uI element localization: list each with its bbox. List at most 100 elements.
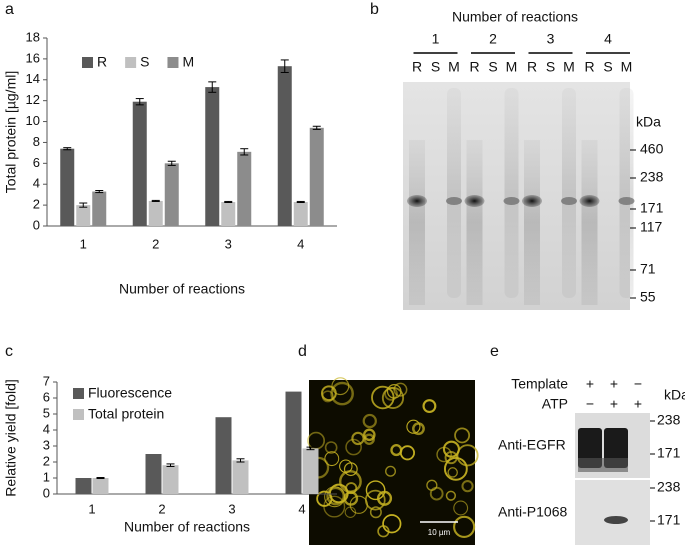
- lane-label: M: [506, 59, 518, 75]
- cell: [386, 383, 402, 399]
- panel-label: c: [5, 343, 13, 360]
- legend-label: Total protein: [88, 406, 164, 422]
- gel-band: [522, 195, 542, 207]
- panel-label: e: [490, 343, 499, 360]
- error-bar: [167, 160, 176, 166]
- cell: [363, 428, 376, 442]
- antibody-label: Anti-P1068: [498, 504, 567, 520]
- lane-smear: [504, 88, 519, 298]
- y-tick-label: 7: [43, 373, 50, 388]
- bar: [75, 478, 92, 494]
- cell: [344, 506, 357, 518]
- y-tick-label: 6: [33, 155, 40, 170]
- bar: [92, 478, 109, 494]
- group-label: 4: [604, 31, 612, 47]
- y-tick-label: 16: [26, 50, 40, 65]
- lane-label: R: [469, 59, 479, 75]
- marker-label: 460: [640, 141, 664, 157]
- condition-mark: +: [610, 396, 618, 412]
- x-tick-label: 2: [158, 501, 165, 516]
- cell: [442, 440, 460, 458]
- x-axis-title: Number of reactions: [119, 281, 245, 297]
- y-tick-label: 8: [33, 134, 40, 149]
- cell: [321, 390, 334, 403]
- gel-band: [618, 197, 635, 205]
- panel-label: d: [298, 343, 307, 360]
- lane-label: M: [563, 59, 575, 75]
- y-axis-title: Relative yield [fold]: [3, 379, 19, 497]
- cell: [429, 486, 444, 501]
- bar: [60, 148, 75, 226]
- panel-label: b: [370, 1, 379, 18]
- gel-band: [407, 195, 427, 207]
- lane-label: S: [488, 59, 497, 75]
- cell: [316, 490, 333, 507]
- bar: [221, 201, 236, 226]
- error-bar: [306, 446, 315, 451]
- condition-mark: +: [634, 396, 642, 412]
- bar: [215, 417, 232, 494]
- error-bar: [312, 125, 321, 130]
- bar: [132, 101, 147, 226]
- error-bar: [95, 189, 104, 194]
- legend-swatch: [73, 388, 84, 399]
- lane-label: S: [603, 59, 612, 75]
- gel-band: [464, 195, 485, 207]
- lane-label: M: [621, 59, 633, 75]
- cell: [385, 465, 397, 477]
- cell: [447, 467, 458, 478]
- bar: [309, 127, 324, 226]
- marker-label: 238: [657, 479, 681, 495]
- legend-swatch: [167, 57, 179, 68]
- marker-label: 71: [640, 261, 656, 277]
- marker-label: 238: [657, 412, 681, 428]
- error-bar: [236, 458, 245, 463]
- lane-label: R: [527, 59, 537, 75]
- cell: [324, 441, 338, 454]
- lane-smear: [409, 140, 425, 305]
- lane-smear: [447, 88, 461, 298]
- x-tick-label: 3: [228, 501, 235, 516]
- cell: [454, 427, 471, 444]
- bar: [205, 87, 220, 226]
- bar: [164, 163, 179, 226]
- legend-label: R: [97, 54, 107, 70]
- blot-image: [575, 413, 650, 545]
- bar: [162, 465, 179, 494]
- error-bar: [224, 200, 233, 203]
- marker-label: 171: [640, 200, 664, 216]
- lane-label: S: [431, 59, 440, 75]
- cell: [453, 515, 476, 538]
- x-tick-label: 4: [298, 501, 305, 516]
- marker-label: 171: [657, 445, 681, 461]
- legend-label: S: [140, 54, 149, 70]
- x-tick-label: 3: [225, 236, 232, 251]
- y-tick-label: 4: [43, 421, 50, 436]
- condition-mark: +: [586, 376, 594, 392]
- cell: [369, 506, 382, 519]
- cell: [324, 451, 340, 467]
- unit-label: kDa: [664, 387, 685, 403]
- x-tick-label: 1: [80, 236, 87, 251]
- bar: [277, 66, 292, 226]
- error-bar: [166, 463, 175, 467]
- legend-label: Fluorescence: [88, 385, 172, 401]
- condition-mark: −: [634, 376, 642, 392]
- x-tick-label: 1: [88, 501, 95, 516]
- cell: [443, 456, 468, 481]
- gel-title: Number of reactions: [452, 9, 578, 25]
- cell: [382, 514, 402, 534]
- group-label: 3: [547, 31, 555, 47]
- gel-band: [503, 197, 520, 205]
- legend-swatch: [125, 57, 137, 68]
- cell: [453, 500, 469, 516]
- cell: [331, 377, 350, 396]
- gel-band: [446, 197, 462, 205]
- y-tick-label: 12: [26, 92, 40, 107]
- gel-band: [579, 195, 600, 207]
- scale-bar-label: 10 µm: [428, 528, 451, 537]
- lane-smear: [562, 88, 576, 298]
- error-bar: [151, 199, 160, 202]
- y-tick-label: 0: [43, 485, 50, 500]
- y-tick-label: 5: [43, 405, 50, 420]
